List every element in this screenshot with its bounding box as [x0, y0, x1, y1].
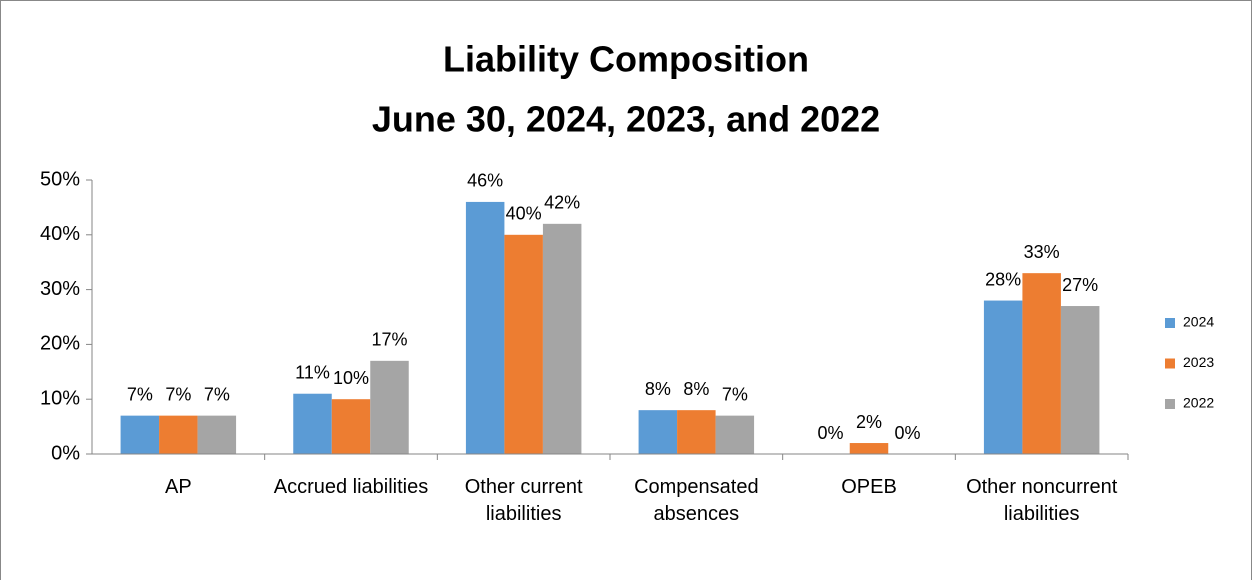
x-tick-label-line: absences	[654, 503, 740, 525]
bar	[849, 443, 889, 454]
bar	[331, 399, 371, 454]
x-tick-label: AP	[165, 476, 192, 498]
bar	[983, 300, 1023, 454]
value-label: 0%	[894, 423, 920, 443]
value-label: 7%	[127, 384, 153, 404]
bar	[677, 410, 716, 454]
value-label: 33%	[1024, 242, 1060, 262]
x-tick-label-line: Other current	[465, 476, 583, 498]
x-tick-label-line: OPEB	[841, 476, 897, 498]
legend-swatch	[1165, 358, 1175, 369]
bar	[197, 415, 237, 454]
value-label: 42%	[544, 193, 580, 213]
value-label: 8%	[645, 379, 671, 399]
bar	[465, 201, 505, 454]
bar	[159, 415, 198, 454]
value-label: 11%	[295, 362, 330, 382]
value-label: 7%	[204, 384, 230, 404]
y-tick-label: 10%	[40, 387, 80, 409]
legend-label: 2022	[1183, 395, 1214, 411]
bar	[293, 393, 332, 454]
x-tick-label-line: AP	[165, 476, 192, 498]
bar	[638, 410, 678, 454]
value-label: 27%	[1062, 275, 1098, 295]
y-tick-label: 50%	[40, 168, 80, 190]
x-tick-label: Other current liabilities	[465, 476, 583, 525]
x-tick-label-line: Compensated	[634, 476, 759, 498]
legend-swatch	[1165, 399, 1175, 409]
bar	[715, 415, 755, 454]
bar	[370, 360, 409, 454]
value-label: 28%	[985, 269, 1021, 289]
chart-title: Liability Composition	[443, 39, 809, 80]
x-tick-label: OPEB	[841, 476, 897, 498]
x-tick-label-line: Accrued liabilities	[274, 476, 429, 498]
x-tick-label: Other noncurrent liabilities	[966, 476, 1118, 525]
x-tick-label: Accrued liabilities	[274, 476, 429, 498]
x-tick-label: Compensated absences	[634, 476, 759, 525]
value-label: 17%	[371, 330, 407, 350]
y-tick-label: 20%	[40, 333, 80, 355]
value-label: 8%	[683, 379, 709, 399]
legend-swatch	[1165, 318, 1175, 328]
y-tick-label: 30%	[40, 278, 80, 300]
x-tick-label-line: Other noncurrent	[966, 476, 1118, 498]
y-tick-label: 0%	[51, 442, 80, 464]
legend-label: 2023	[1183, 354, 1214, 370]
bar	[1060, 306, 1100, 454]
value-label: 0%	[817, 423, 843, 443]
bar	[542, 223, 582, 454]
bar	[1022, 273, 1061, 454]
bar	[120, 415, 160, 454]
y-tick-label: 40%	[40, 223, 80, 245]
value-label: 10%	[333, 368, 369, 388]
legend-label: 2024	[1183, 314, 1214, 330]
value-label: 7%	[722, 384, 748, 404]
x-tick-label-line: liabilities	[1004, 503, 1080, 525]
bar	[504, 234, 543, 454]
x-tick-label-line: liabilities	[486, 503, 562, 525]
value-label: 46%	[467, 171, 503, 191]
chart-title: June 30, 2024, 2023, and 2022	[372, 99, 880, 140]
value-label: 7%	[165, 384, 191, 404]
value-label: 40%	[506, 204, 542, 224]
value-label: 2%	[856, 412, 882, 432]
